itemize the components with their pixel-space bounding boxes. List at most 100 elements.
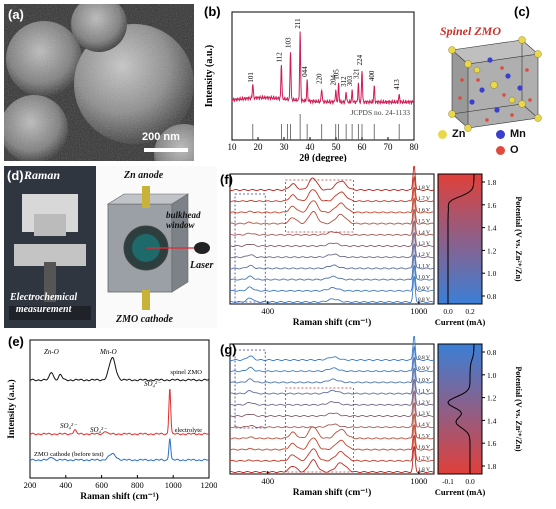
xrd-pattern-line <box>231 31 415 106</box>
panel-label: (a) <box>8 7 24 22</box>
raman-frame <box>229 343 435 475</box>
panel-d-setup: Raman Electrochemical measurement (d) Zn… <box>4 166 217 328</box>
cv-x-axis-label: Current (mA) <box>435 317 486 327</box>
peak-label-220: 220 <box>316 73 324 84</box>
cv-y-tick-label: 1.4 <box>487 416 497 425</box>
peak-label-413: 413 <box>393 79 401 90</box>
cv-curve <box>447 343 475 474</box>
x-tick-label: 40 <box>306 142 316 152</box>
peak-label-204: 204 <box>330 74 338 85</box>
raman-trace <box>230 176 435 203</box>
x-tick-label: 70 <box>384 142 394 152</box>
raman-trace <box>229 165 435 191</box>
y-axis-label: Intensity (a.u.) <box>204 45 215 108</box>
highlight-box <box>285 179 354 233</box>
legend-item-mn: Mn <box>496 128 526 140</box>
raman-frame <box>229 173 435 305</box>
raman-trace <box>229 232 435 259</box>
x-tick-label: 400 <box>59 480 72 490</box>
bulkhead-window-label: bulkhead window <box>166 210 201 230</box>
peak-label-112: 112 <box>275 52 283 63</box>
peak-label-224: 224 <box>356 54 364 65</box>
trace-zmo-cathode <box>30 438 210 462</box>
panel-label: (e) <box>8 334 24 349</box>
trace-electrolyte <box>30 388 210 436</box>
annotation-mn-o: Mn-O <box>99 348 117 356</box>
raman-trace <box>229 220 435 247</box>
raman-label: Raman <box>24 168 61 182</box>
voltage-label: 1.6 V <box>418 207 430 213</box>
raman-trace <box>229 435 435 462</box>
panel-b-xrd-chart: 101 112 103 211 044 220 204 105 312 303 321 224 400 4… <box>198 2 424 164</box>
legend-swatch <box>496 145 505 155</box>
cv-x-tick-label: 0.0 <box>465 477 475 486</box>
raman-trace <box>229 187 435 214</box>
panel-label: (g) <box>220 342 237 357</box>
raman-trace <box>229 276 435 303</box>
legend-label: Mn <box>510 128 526 140</box>
voltage-label: 1.3 V <box>418 411 430 417</box>
panel-g-operando-discharge: 0.8 V 0.9 V 1.0 V 1.1 V 1.2 V 1.3 V 1.4 V 1.5 V… <box>220 335 554 504</box>
laser-label: Laser <box>190 260 214 271</box>
zn-anode-label: Zn anode <box>124 170 164 181</box>
voltage-label: 1.0 V <box>418 275 430 281</box>
raman-trace <box>229 446 435 473</box>
x-axis-label: Raman shift (cm⁻¹) <box>293 317 372 328</box>
raman-trace <box>229 413 435 440</box>
raman-trace <box>230 379 435 406</box>
panel-label: (b) <box>204 4 221 19</box>
cv-curve <box>447 174 475 304</box>
panel-label: (c) <box>514 4 530 19</box>
voltage-label: 1.2 V <box>418 252 430 258</box>
peak-label-321: 321 <box>352 68 360 79</box>
setup-photo: Raman Electrochemical measurement <box>4 166 96 328</box>
voltage-label: 1.1 V <box>418 263 430 269</box>
x-tick-label: 400 <box>261 476 274 486</box>
voltage-label: 1.0 V <box>418 377 430 383</box>
cv-y-tick-label: 0.8 <box>487 292 497 301</box>
x-tick-label: 400 <box>261 306 274 316</box>
cv-y-tick-label: 0.8 <box>487 348 497 357</box>
cv-y-tick-label: 1.2 <box>487 394 497 403</box>
legend-item-zn: Zn <box>438 128 465 140</box>
annotation-zn-o: Zn-O <box>44 348 59 356</box>
peak-label-312: 312 <box>340 76 348 87</box>
cv-x-axis-label: Current (mA) <box>435 487 486 497</box>
legend-item-o: O <box>496 144 519 156</box>
raman-trace <box>229 424 435 451</box>
y-axis-label: Intensity (a.u.) <box>6 379 17 438</box>
legend-label: O <box>510 144 519 156</box>
raman-trace <box>229 197 435 225</box>
x-tick-label: 1000 <box>165 480 182 490</box>
cv-x-tick-label: 0.0 <box>443 307 453 316</box>
peak-label-101: 101 <box>247 72 255 83</box>
raman-trace <box>229 390 435 417</box>
voltage-label: 1.8 V <box>418 185 430 191</box>
scale-bar-label: 200 nm <box>142 131 180 143</box>
panel-label: (f) <box>220 172 233 187</box>
voltage-label: 1.4 V <box>418 230 430 236</box>
legend-swatch <box>438 129 447 139</box>
structure-title: Spinel ZMO <box>440 24 502 38</box>
voltage-label: 0.8 V <box>418 355 430 361</box>
cv-y-axis-label: Potential (V vs. Zn²⁺/Zn) <box>514 196 523 281</box>
x-tick-label: 200 <box>24 480 37 490</box>
x-tick-label: 30 <box>280 142 290 152</box>
highlight-box <box>285 387 354 473</box>
operando-raman-charge: 1.8 V 1.7 V 1.6 V 1.5 V 1.4 V 1.3 V 1.2 V 1.1 V… <box>229 165 523 328</box>
panel-c-crystal-structure: (c) Spinel ZMO Zn Mn O <box>428 2 554 162</box>
x-axis-label: 2θ (degree) <box>299 153 347 162</box>
voltage-label: 1.3 V <box>418 241 430 247</box>
peak-label-044: 044 <box>301 66 309 77</box>
x-axis-label: Raman shift (cm⁻¹) <box>293 487 372 498</box>
voltage-label: 1.1 V <box>418 389 430 395</box>
plot-frame <box>231 11 415 141</box>
peak-label-400: 400 <box>368 70 376 81</box>
x-tick-label: 50 <box>332 142 342 152</box>
raman-trace <box>230 346 435 373</box>
peak-label-103: 103 <box>285 37 293 48</box>
highlight-box <box>234 193 266 303</box>
annotation-so4-b: SO₄²⁻ <box>90 426 108 434</box>
annotation-so4-main: SO₄²⁻ <box>144 380 162 388</box>
